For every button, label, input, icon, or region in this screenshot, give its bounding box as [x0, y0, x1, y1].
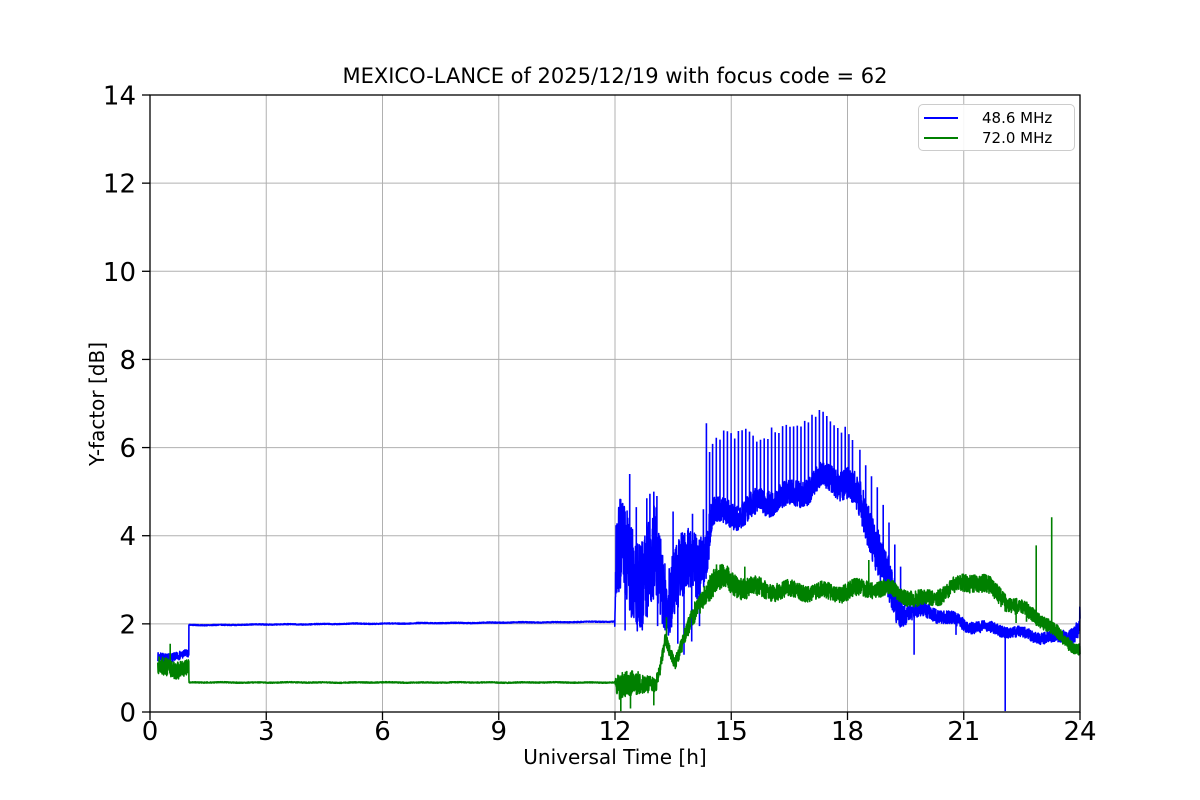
x-tick-label: 24: [1063, 717, 1096, 747]
y-tick-label: 6: [119, 434, 136, 464]
y-tick-label: 2: [119, 610, 136, 640]
y-tick-label: 4: [119, 522, 136, 552]
chart-title: MEXICO-LANCE of 2025/12/19 with focus co…: [342, 64, 888, 88]
y-tick-label: 14: [103, 82, 136, 112]
x-tick-label: 9: [490, 717, 507, 747]
x-tick-label: 18: [831, 717, 864, 747]
y-tick-label: 8: [119, 346, 136, 376]
y-tick-label: 0: [119, 699, 136, 729]
x-tick-label: 3: [258, 717, 275, 747]
y-axis-label: Y-factor [dB]: [85, 341, 109, 467]
x-tick-label: 0: [142, 717, 159, 747]
legend: 48.6 MHz 72.0 MHz: [918, 104, 1075, 151]
x-tick-label: 6: [374, 717, 391, 747]
legend-line-swatch: [924, 116, 958, 119]
y-tick-label: 10: [103, 258, 136, 288]
legend-item: 72.0 MHz: [924, 128, 1062, 147]
x-axis-label: Universal Time [h]: [523, 745, 707, 769]
legend-label: 48.6 MHz: [982, 108, 1053, 127]
series-72.0-MHz: [157, 517, 1081, 712]
legend-line-swatch: [924, 136, 958, 139]
x-tick-label: 15: [715, 717, 748, 747]
series-48.6-MHz: [157, 410, 1081, 712]
x-tick-label: 21: [947, 717, 980, 747]
legend-label: 72.0 MHz: [982, 128, 1053, 147]
y-tick-label: 12: [103, 170, 136, 200]
x-tick-label: 12: [598, 717, 631, 747]
legend-item: 48.6 MHz: [924, 108, 1062, 127]
